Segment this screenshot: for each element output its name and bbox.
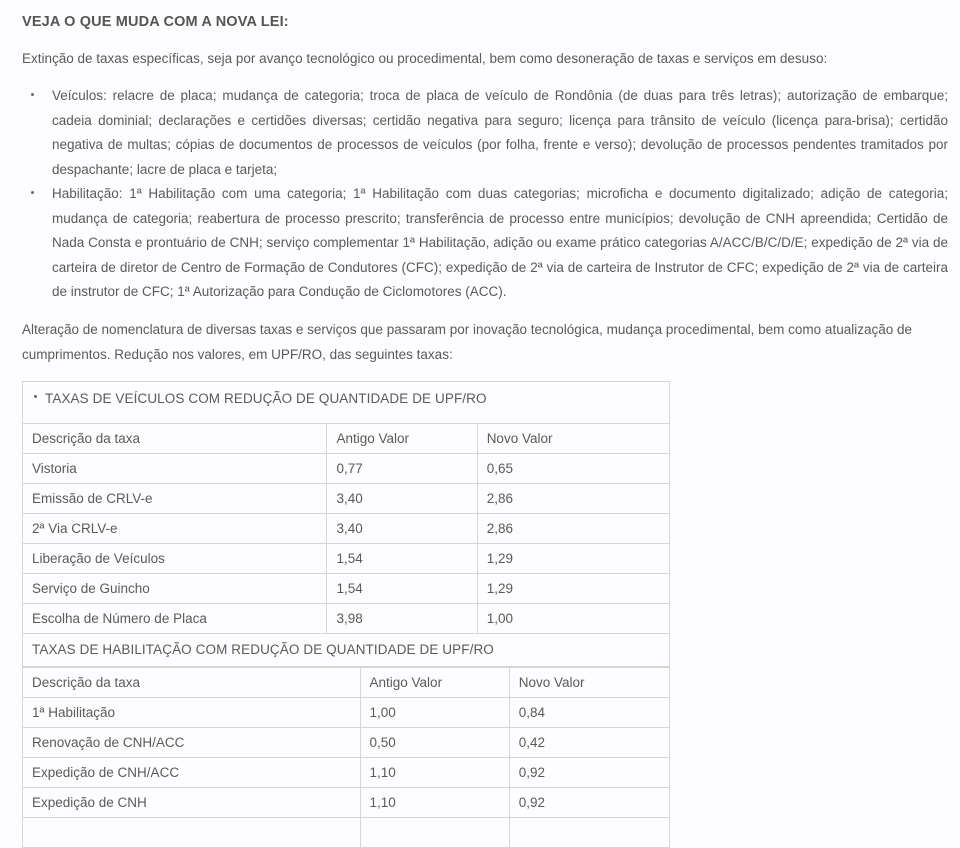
table-section-title-vehicles: TAXAS DE VEÍCULOS COM REDUÇÃO DE QUANTID… (22, 380, 670, 424)
list-item-text: Habilitação: 1ª Habilitação com uma cate… (52, 186, 948, 299)
cell-old-value: 1,54 (326, 572, 478, 604)
table-section-title-licensing: TAXAS DE HABILITAÇÃO COM REDUÇÃO DE QUAN… (22, 632, 670, 667)
cell-description: Liberação de Veículos (21, 542, 328, 574)
section-title-cell: TAXAS DE VEÍCULOS COM REDUÇÃO DE QUANTID… (22, 380, 670, 424)
cell-old-value: 1,10 (359, 756, 510, 788)
cell-old-value: 1,10 (359, 786, 510, 818)
column-header-new-value: Novo Valor (508, 666, 671, 698)
table-row: 2ª Via CRLV-e 3,40 2,86 (21, 512, 671, 544)
cell-old-value: 1,00 (359, 696, 510, 728)
list-item-text: Veículos: relacre de placa; mudança de c… (52, 88, 948, 177)
cell-description: Expedição de CNH (22, 786, 361, 818)
cell-old-value: 3,98 (326, 602, 478, 634)
column-header-description: Descrição da taxa (22, 666, 361, 698)
column-header-old-value: Antigo Valor (359, 666, 510, 698)
cell-description: Expedição de CNH/ACC (22, 756, 361, 788)
table-row: Renovação de CNH/ACC 0,50 0,42 (22, 726, 671, 758)
cell-old-value: 1,54 (326, 542, 478, 574)
table-row: Serviço de Guincho 1,54 1,29 (21, 572, 671, 604)
cell-new-value (508, 816, 671, 848)
list-item: Habilitação: 1ª Habilitação com uma cate… (31, 182, 948, 305)
table-row: Expedição de CNH/ACC 1,10 0,92 (22, 756, 671, 788)
fee-tables-container: TAXAS DE VEÍCULOS COM REDUÇÃO DE QUANTID… (21, 380, 671, 848)
intro-paragraph: Extinção de taxas específicas, seja por … (22, 51, 828, 66)
cell-description: Emissão de CRLV-e (21, 482, 328, 514)
section-title-text: TAXAS DE VEÍCULOS COM REDUÇÃO DE QUANTID… (45, 390, 487, 406)
cell-old-value: 0,77 (326, 452, 478, 484)
column-header-old-value: Antigo Valor (326, 422, 478, 454)
cell-old-value: 3,40 (326, 512, 478, 544)
column-header-description: Descrição da taxa (21, 422, 328, 454)
list-item: Veículos: relacre de placa; mudança de c… (31, 84, 948, 182)
fee-table-licensing: Descrição da taxa Antigo Valor Novo Valo… (22, 666, 671, 848)
cell-old-value: 0,50 (359, 726, 510, 758)
section-title-cell: TAXAS DE HABILITAÇÃO COM REDUÇÃO DE QUAN… (22, 632, 670, 667)
table-row: Escolha de Número de Placa 3,98 1,00 (21, 602, 671, 634)
cell-new-value: 2,86 (476, 512, 671, 544)
cell-description: Vistoria (21, 452, 328, 484)
cell-new-value: 1,29 (476, 542, 671, 574)
exempt-fees-list: Veículos: relacre de placa; mudança de c… (22, 84, 948, 305)
cell-new-value: 0,92 (508, 756, 671, 788)
column-header-new-value: Novo Valor (476, 422, 671, 454)
table-row: Vistoria 0,77 0,65 (21, 452, 671, 484)
table-header-row-vehicles: Descrição da taxa Antigo Valor Novo Valo… (21, 422, 671, 454)
bullet-icon (31, 191, 34, 194)
cell-new-value: 0,92 (508, 786, 671, 818)
cell-description: 1ª Habilitação (22, 696, 361, 728)
cell-description: Serviço de Guincho (21, 572, 328, 604)
cell-new-value: 0,42 (508, 726, 671, 758)
page-title: VEJA O QUE MUDA COM A NOVA LEI: (22, 14, 289, 30)
lead-paragraph: Alteração de nomenclatura de diversas ta… (22, 321, 912, 362)
fee-table: TAXAS DE VEÍCULOS COM REDUÇÃO DE QUANTID… (21, 380, 671, 667)
cell-description: Renovação de CNH/ACC (22, 726, 361, 758)
cell-description: Escolha de Número de Placa (21, 602, 328, 634)
cell-old-value: 3,40 (326, 482, 478, 514)
table-row: 1ª Habilitação 1,00 0,84 (22, 696, 671, 728)
table-header-row-licensing: Descrição da taxa Antigo Valor Novo Valo… (22, 666, 671, 698)
cell-new-value: 0,84 (508, 696, 671, 728)
cell-new-value: 1,29 (476, 572, 671, 604)
table-row: Expedição de CNH 1,10 0,92 (22, 786, 671, 818)
cell-new-value: 1,00 (476, 602, 671, 634)
table-row: Liberação de Veículos 1,54 1,29 (21, 542, 671, 574)
cell-new-value: 2,86 (476, 482, 671, 514)
cell-description: 2ª Via CRLV-e (21, 512, 328, 544)
cell-new-value: 0,65 (476, 452, 671, 484)
bullet-icon (34, 394, 37, 398)
bullet-icon (31, 93, 34, 96)
table-row: Emissão de CRLV-e 3,40 2,86 (21, 482, 671, 514)
